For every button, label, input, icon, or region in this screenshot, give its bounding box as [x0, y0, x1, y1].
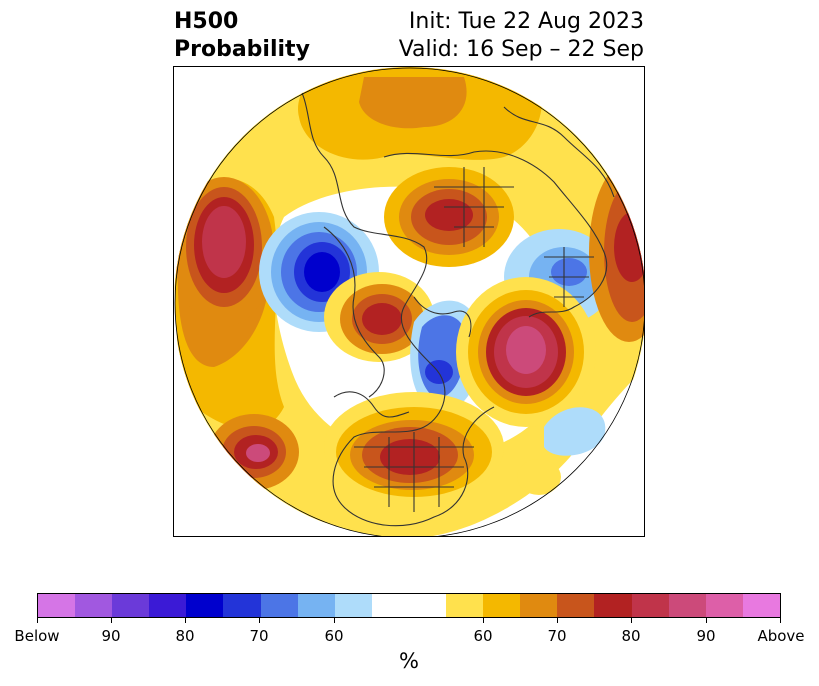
colorbar-segment	[38, 594, 76, 617]
below-siberia-core	[304, 252, 340, 292]
above-bottom-lobe	[517, 459, 561, 495]
colorbar-tick-label: 70	[249, 627, 269, 645]
colorbar-segment	[112, 594, 150, 617]
below-atlantic-south	[544, 407, 606, 456]
above-pacific-core	[202, 206, 246, 278]
colorbar-segment	[742, 594, 780, 617]
colorbar-segment	[594, 594, 632, 617]
colorbar-tick	[111, 618, 112, 623]
title-right: Init: Tue 22 Aug 2023 Valid: 16 Sep – 22…	[399, 8, 644, 64]
colorbar-tick-label: 80	[175, 627, 195, 645]
map-disc	[174, 67, 644, 536]
colorbar-segment	[446, 594, 484, 617]
colorbar-tick-label: Above	[757, 627, 805, 645]
colorbar-segment	[371, 594, 447, 617]
colorbar-tick	[557, 618, 558, 623]
probability-map	[174, 67, 644, 536]
above-pacific-south-core	[246, 444, 270, 462]
colorbar	[37, 593, 781, 618]
map-boundary	[174, 67, 644, 536]
colorbar-segment	[705, 594, 743, 617]
colorbar-tick-label: 80	[621, 627, 641, 645]
colorbar-segment	[668, 594, 706, 617]
above-atlantic-core	[506, 326, 546, 374]
colorbar-tick-label: 90	[696, 627, 716, 645]
colorbar-tick	[706, 618, 707, 623]
colorbar-segment	[297, 594, 335, 617]
map-panel	[173, 66, 645, 537]
colorbar-segment	[631, 594, 669, 617]
colorbar-tick-label: 70	[547, 627, 567, 645]
colorbar-segment	[557, 594, 595, 617]
title-init: Init: Tue 22 Aug 2023	[408, 9, 644, 34]
colorbar-tick-label: Below	[14, 627, 60, 645]
colorbar-tick	[37, 618, 38, 623]
colorbar-tick	[780, 618, 781, 623]
title-product: Probability	[174, 37, 310, 62]
colorbar-tick	[483, 618, 484, 623]
colorbar-segment	[186, 594, 224, 617]
colorbar-tick-label: 60	[473, 627, 493, 645]
colorbar-tick-label: 60	[324, 627, 344, 645]
colorbar-tick	[334, 618, 335, 623]
colorbar-tick	[631, 618, 632, 623]
above-bering-core	[362, 303, 402, 335]
colorbar-tick	[259, 618, 260, 623]
colorbar-segment	[75, 594, 113, 617]
colorbar-tick	[185, 618, 186, 623]
title-valid: Valid: 16 Sep – 22 Sep	[398, 37, 644, 62]
colorbar-segment	[520, 594, 558, 617]
above-asia-core	[359, 77, 467, 129]
colorbar-segment	[334, 594, 372, 617]
title-variable: H500	[174, 9, 239, 34]
title-left: H500 Probability	[174, 8, 310, 64]
colorbar-segment	[149, 594, 187, 617]
colorbar-segment	[260, 594, 298, 617]
colorbar-unit: %	[399, 649, 419, 673]
colorbar-tick-label: 90	[101, 627, 121, 645]
above-namerica-core	[380, 439, 440, 475]
above-central-asia-core	[425, 199, 473, 231]
colorbar-segment	[223, 594, 261, 617]
colorbar-segment	[483, 594, 521, 617]
